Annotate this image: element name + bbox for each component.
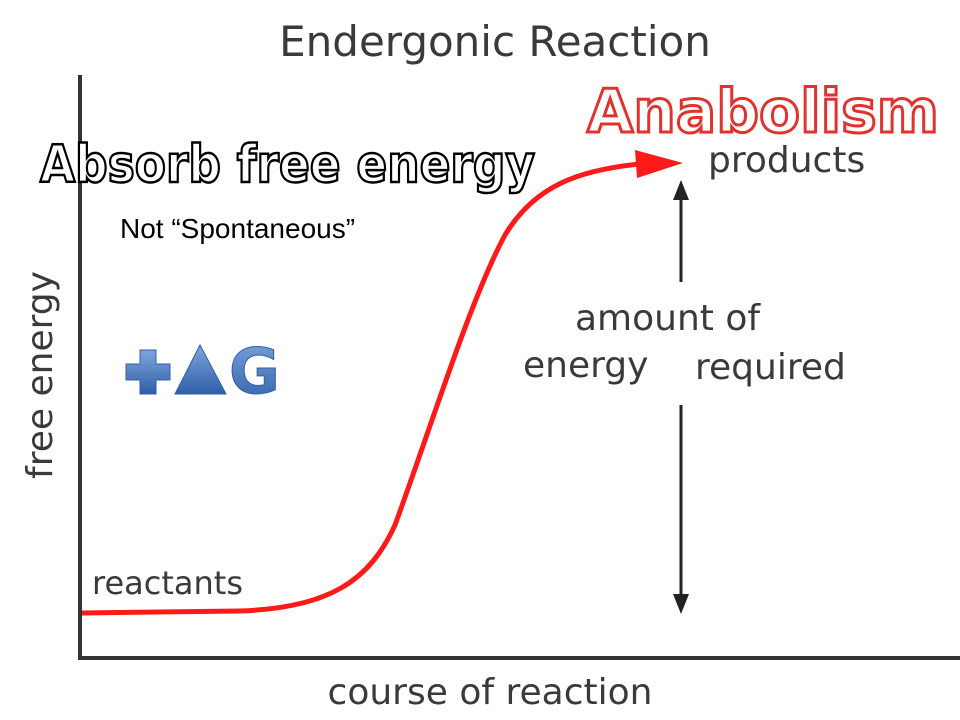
reaction-curve: [81, 161, 641, 616]
plus-sign: [125, 349, 171, 395]
spontaneous-label: Not “Spontaneous”: [120, 213, 355, 244]
arrowhead: [673, 180, 689, 200]
delta-g-label: G: [229, 335, 280, 408]
arrowhead: [673, 594, 689, 614]
absorb-label: Absorb free energy: [40, 135, 535, 195]
y-axis-label: free energy: [20, 271, 61, 479]
products-label: products: [708, 140, 865, 181]
annotation: required: [695, 347, 846, 388]
anabolism-label: Anabolism: [587, 77, 939, 147]
delta-triangle: [174, 343, 227, 395]
curve-arrowhead: [635, 150, 683, 178]
annotation: amount of: [575, 298, 761, 339]
annotation: energy: [523, 345, 648, 386]
title: Endergonic Reaction: [279, 17, 711, 66]
reactants-label: reactants: [92, 564, 243, 602]
x-axis-label: course of reaction: [328, 672, 653, 713]
